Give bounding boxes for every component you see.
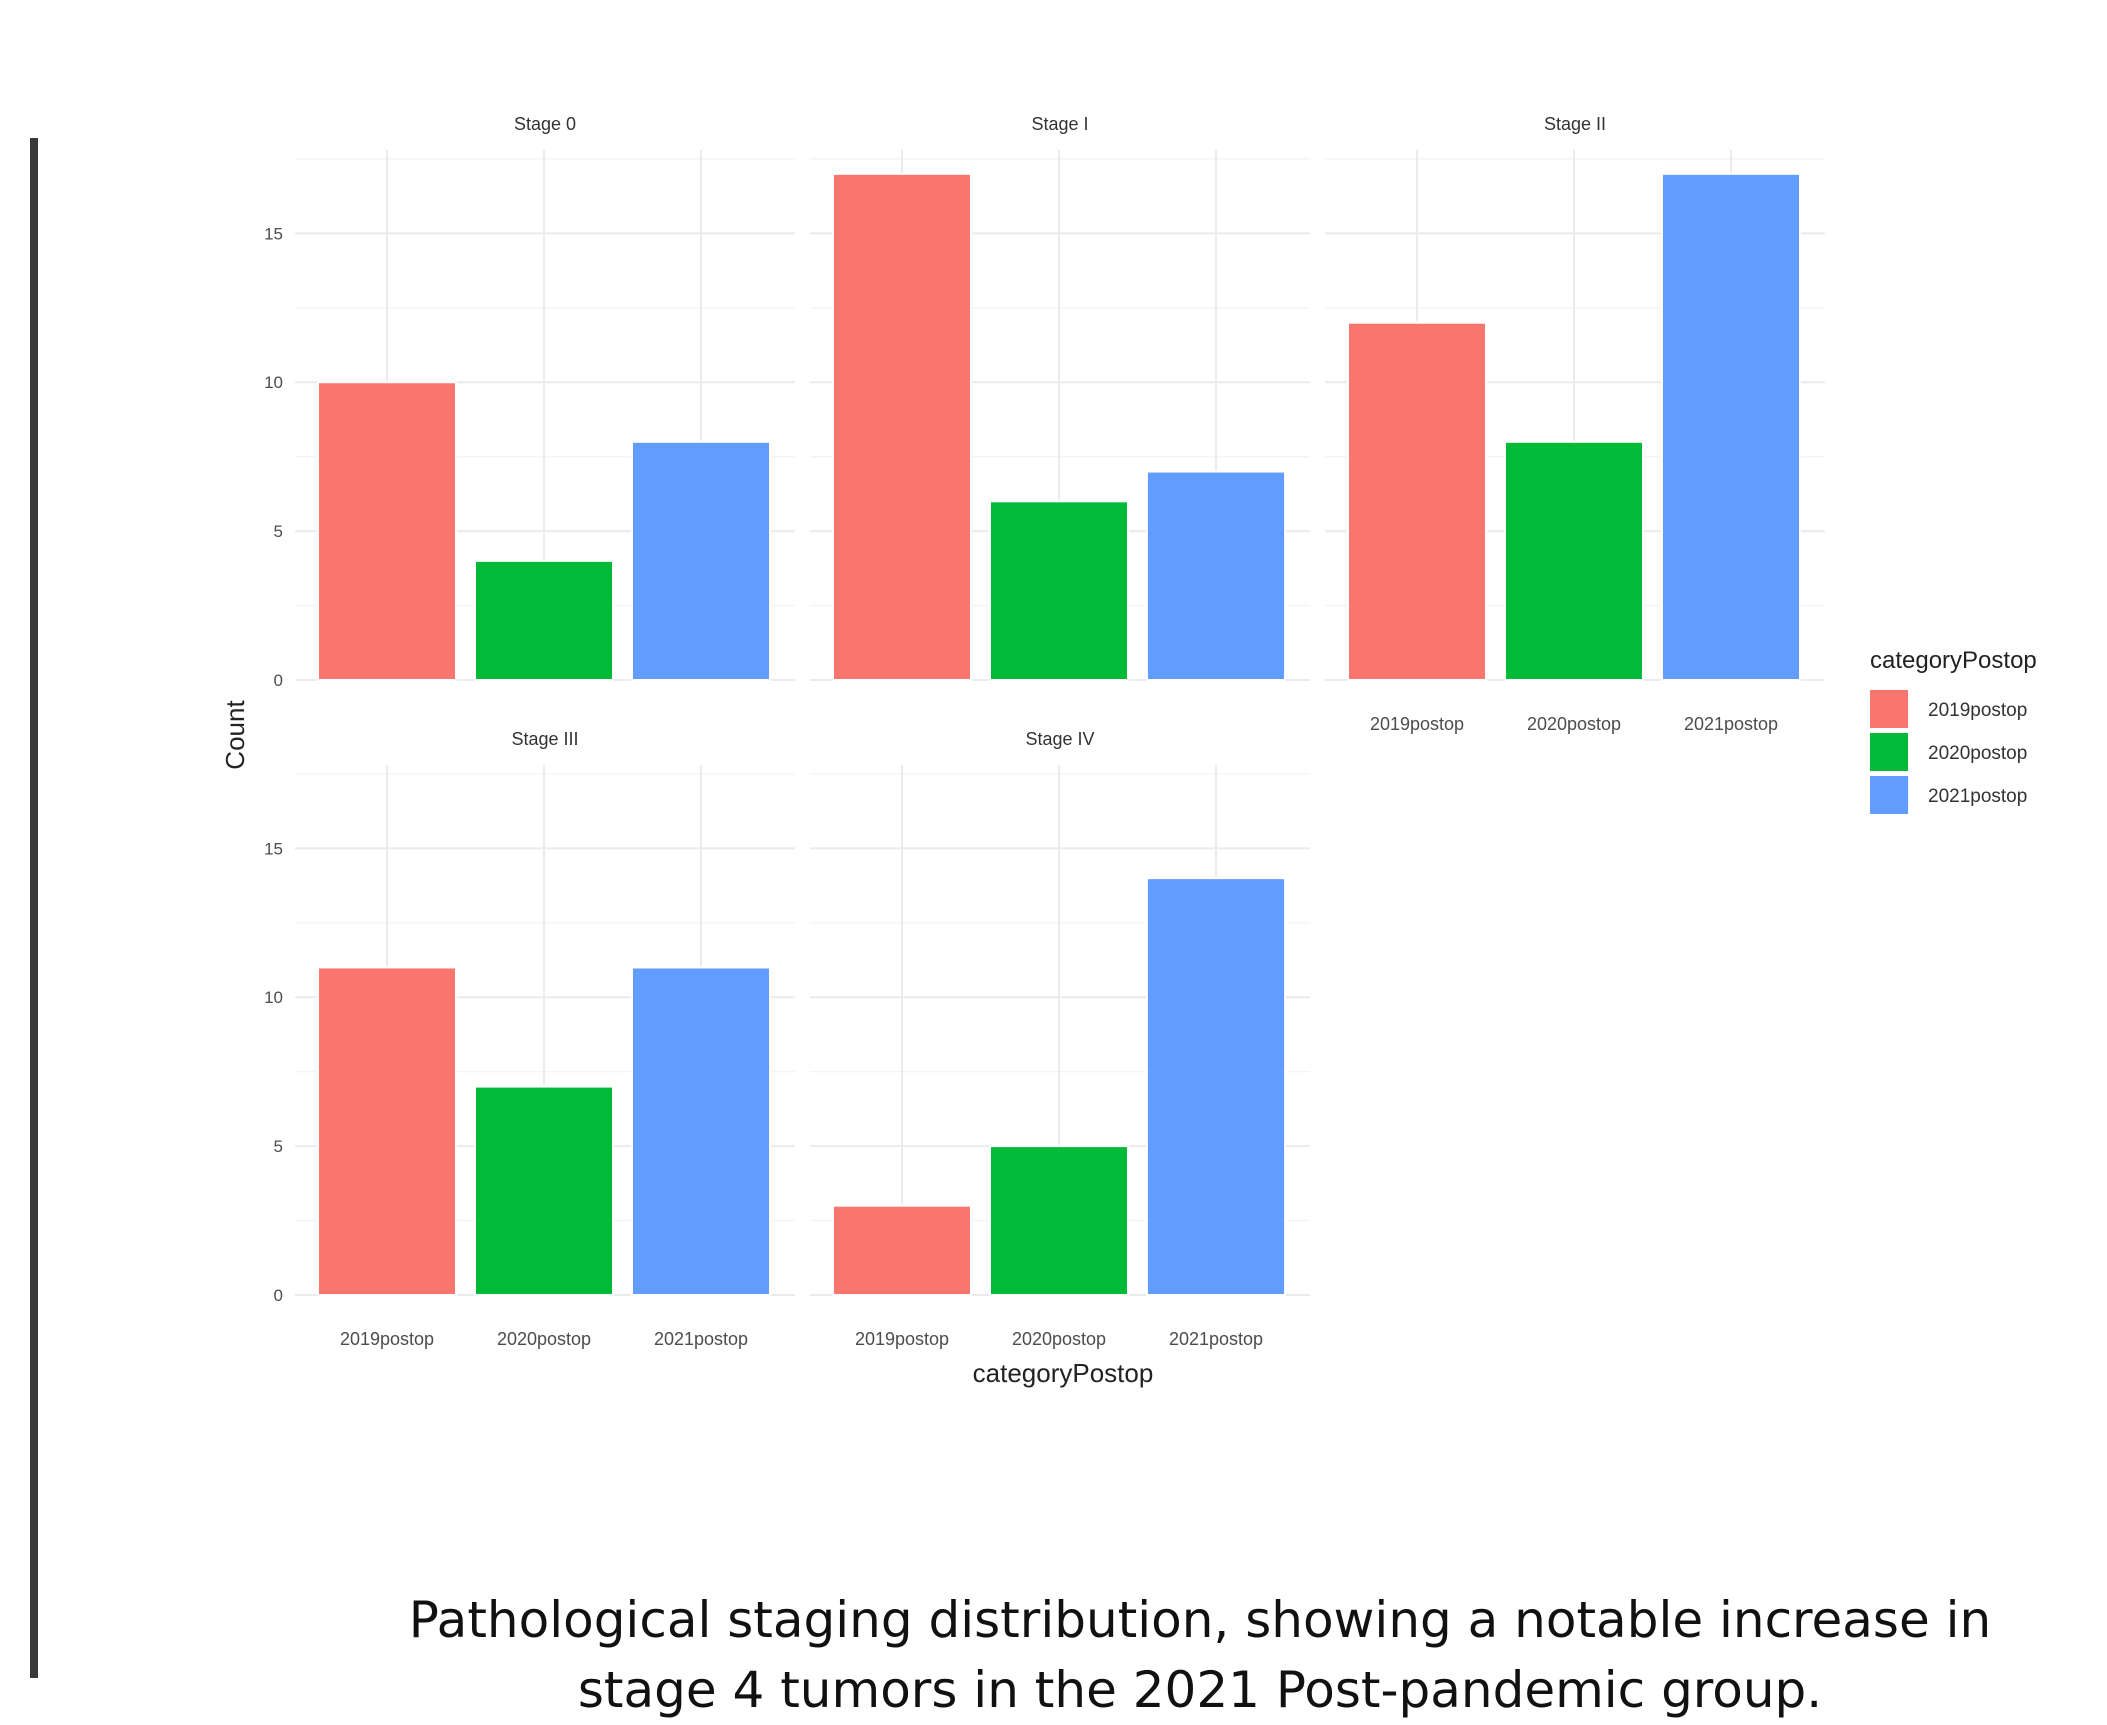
facet-title: Stage 0 [514,114,576,134]
bar-2021postop [1146,470,1286,681]
legend-key-2021postop [1870,776,1908,814]
bar-2020postop [989,500,1129,682]
legend-label: 2020postop [1928,743,2027,764]
x-tick-label: 2021postop [1169,1329,1263,1349]
x-tick-label: 2019postop [1370,714,1464,734]
bar-2020postop [474,559,614,681]
bar-2021postop [631,966,771,1296]
facet-title: Stage II [1544,114,1606,134]
x-tick-label: 2020postop [1527,714,1621,734]
y-tick-label: 15 [264,839,283,858]
bar-2020postop [1504,440,1644,681]
x-tick-label: 2020postop [497,1329,591,1349]
legend-label: 2019postop [1928,700,2027,721]
bar-2019postop [317,381,457,681]
caption-line-2: stage 4 tumors in the 2021 Post-pandemic… [577,1661,1823,1719]
caption-line-1: Pathological staging distribution, showi… [408,1591,1992,1649]
bar-2019postop [832,172,972,681]
y-tick-label: 5 [274,1137,283,1156]
facet-title: Stage III [511,729,578,749]
facet-title: Stage IV [1025,729,1094,749]
bar-2019postop [317,966,457,1296]
figure-caption: Pathological staging distribution, showi… [300,1585,2100,1725]
bar-2020postop [989,1145,1129,1296]
legend-label: 2021postop [1928,786,2027,807]
bar-2020postop [474,1085,614,1296]
x-tick-label: 2019postop [855,1329,949,1349]
bar-2021postop [1146,877,1286,1296]
legend-title: categoryPostop [1870,647,2037,674]
x-tick-label: 2020postop [1012,1329,1106,1349]
y-tick-label: 5 [274,522,283,541]
legend-key-2019postop [1870,690,1908,728]
y-tick-label: 15 [264,224,283,243]
bar-2019postop [1347,321,1487,681]
legend-key-2020postop [1870,733,1908,771]
facet-title: Stage I [1031,114,1088,134]
x-tick-label: 2021postop [654,1329,748,1349]
bar-2021postop [1661,172,1801,681]
y-tick-label: 0 [274,1286,283,1305]
y-tick-label: 0 [274,671,283,690]
x-tick-label: 2019postop [340,1329,434,1349]
y-tick-label: 10 [264,373,283,392]
y-axis-title: Count [220,700,250,770]
bar-2021postop [631,440,771,681]
faceted-bar-chart: Stage 0 0 5 10 15 Stage I Stage II 2019postop 20… [220,114,2037,1388]
bar-2019postop [832,1204,972,1297]
y-tick-label: 10 [264,988,283,1007]
left-vertical-rule [30,138,38,1678]
x-tick-label: 2021postop [1684,714,1778,734]
x-axis-title: categoryPostop [973,1358,1154,1388]
